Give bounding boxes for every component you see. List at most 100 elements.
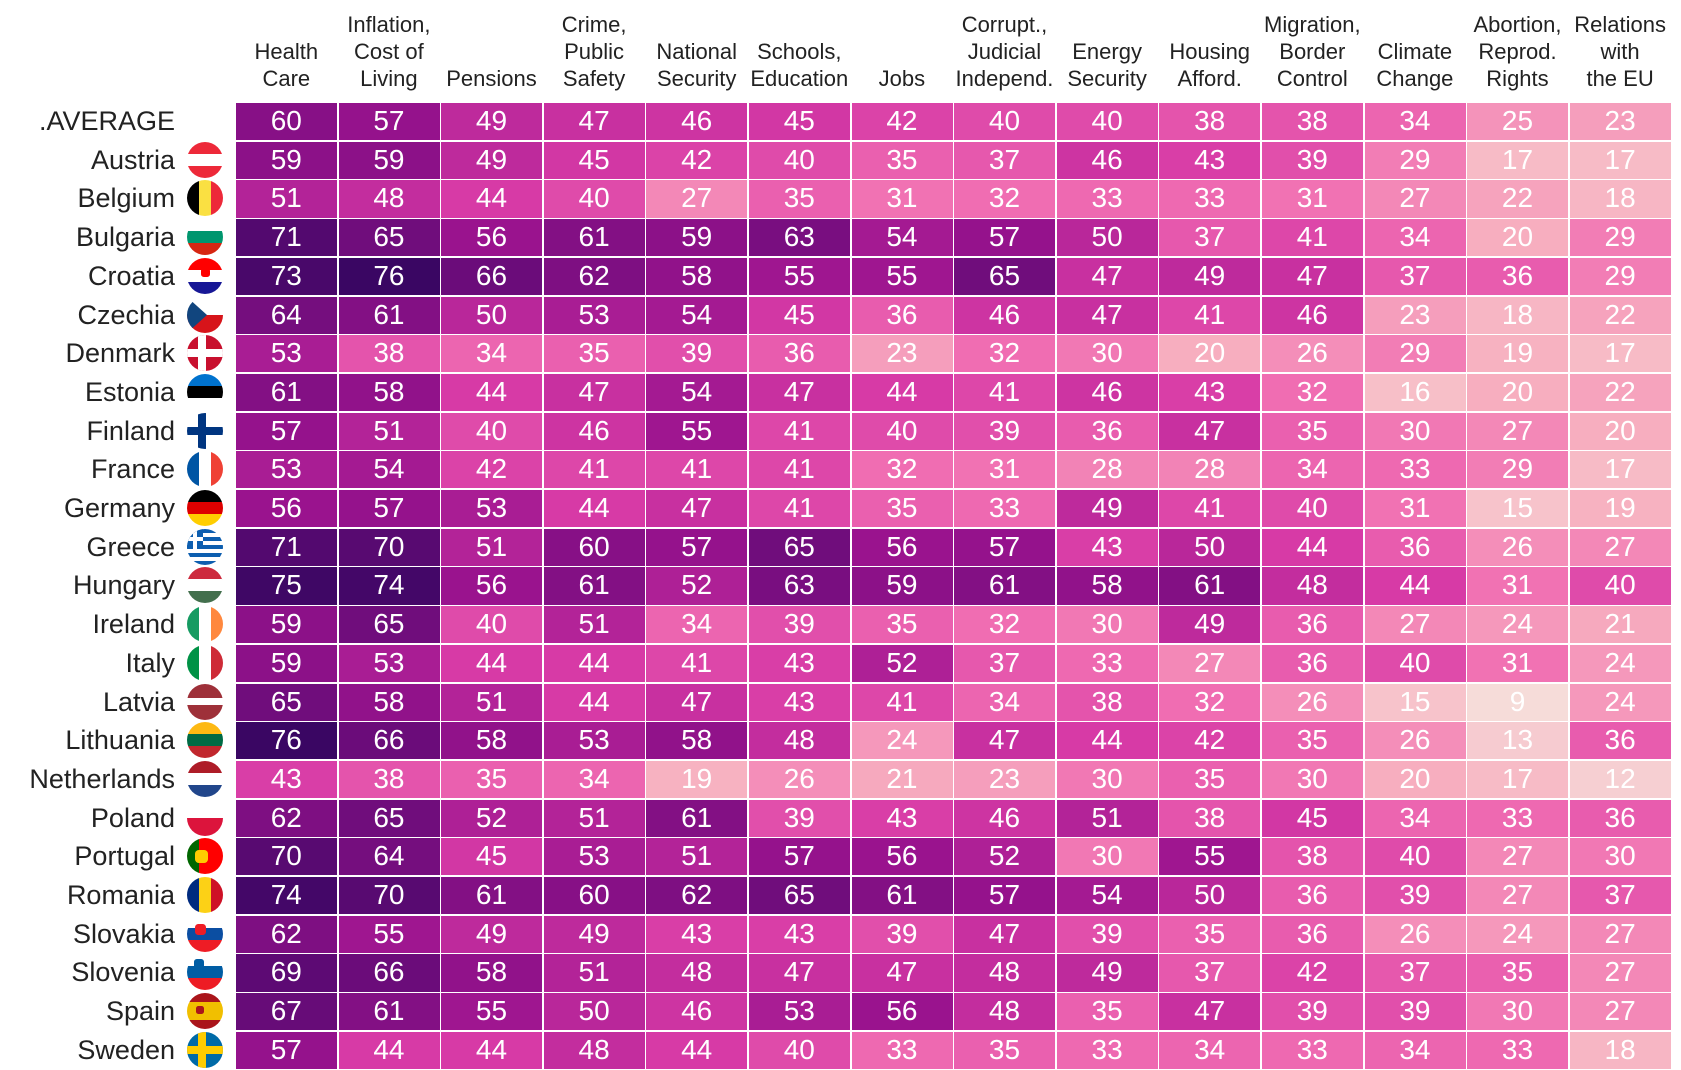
heatmap-cell [1466, 140, 1570, 180]
cell-value-label: 35 [1296, 724, 1328, 756]
row-label: Estonia [84, 376, 175, 407]
heatmap-cell [1055, 876, 1159, 916]
heatmap-cell [1568, 372, 1672, 413]
flag-stripe [187, 219, 223, 232]
flag-stripe [187, 536, 223, 541]
cell-value-label: 48 [1296, 569, 1328, 601]
cell-value-label: 51 [1091, 801, 1123, 833]
heatmap-cell [1363, 450, 1467, 490]
heatmap-cell [850, 566, 954, 606]
heatmap-cell [1363, 256, 1467, 296]
cell-value-label: 48 [373, 182, 405, 214]
heatmap-cell [235, 992, 339, 1032]
cell-value-label: 13 [1501, 724, 1534, 756]
column-header-line: Housing [1169, 39, 1251, 64]
cell-value-label: 19 [681, 762, 713, 794]
cell-value-label: 31 [1501, 646, 1534, 678]
flag-stripe [187, 993, 223, 1003]
cell-value-label: 56 [270, 492, 302, 523]
heatmap-cell [1568, 527, 1672, 567]
column-header-line: Abortion, [1473, 12, 1562, 37]
cell-value-label: 43 [783, 646, 815, 678]
column-header: Climate Change [1344, 38, 1487, 92]
heatmap-cell [953, 102, 1057, 142]
heatmap-cell [337, 605, 441, 645]
cell-value-label: 61 [578, 569, 610, 601]
column-header-line: Living [360, 66, 418, 91]
row-label: Slovakia [72, 918, 175, 949]
flag-stripe [187, 552, 223, 557]
heatmap-cell [1568, 605, 1672, 645]
flag-stripe [187, 490, 223, 503]
cell-value-label: 41 [681, 453, 713, 485]
cell-value-label: 65 [373, 608, 405, 640]
row-label: Germany [63, 493, 175, 523]
cell-value-label: 15 [1501, 492, 1534, 523]
heatmap-cell [748, 837, 852, 877]
cell-value-label: 44 [373, 1033, 405, 1065]
belgium-flag-icon [187, 180, 223, 217]
cell-value-label: 49 [1194, 608, 1226, 640]
heatmap-cell [748, 256, 852, 296]
heatmap-cell [645, 179, 749, 219]
column-header: Schools, Education [728, 38, 871, 92]
heatmap-cell [953, 140, 1057, 180]
column-header-line: Independ. [955, 66, 1054, 91]
cell-value-label: 41 [1296, 221, 1328, 253]
cell-value-label: 35 [578, 337, 610, 369]
cell-value-label: 50 [578, 995, 610, 1027]
heatmap-cell [1055, 759, 1159, 800]
cell-value-label: 44 [1091, 724, 1123, 756]
cell-value-label: 48 [578, 1033, 610, 1065]
row-label: Hungary [72, 570, 175, 601]
cell-value-label: 45 [783, 105, 815, 136]
cell-value-label: 40 [886, 414, 918, 446]
cell-value-label: 52 [886, 646, 918, 678]
cell-value-label: 40 [578, 182, 610, 214]
heatmap-cell [440, 372, 544, 413]
heatmap-cell [850, 914, 954, 954]
heatmap-cell [748, 605, 852, 645]
cell-value-label: 41 [1194, 298, 1226, 330]
heatmap-cell [542, 179, 646, 219]
cell-value-label: 76 [270, 724, 302, 756]
heatmap-cell [1261, 527, 1365, 567]
cell-value-label: 9 [1509, 685, 1526, 717]
heatmap-cell [440, 914, 544, 954]
cell-value-label: 29 [1604, 221, 1636, 253]
slovakia-flag-icon [187, 915, 223, 952]
flag-stripe [187, 540, 223, 545]
heatmap-cell [337, 411, 441, 451]
heatmap-cell [1466, 489, 1570, 529]
column-header-line: Control [1276, 66, 1348, 91]
cell-value-label: 34 [681, 608, 713, 640]
heatmap-cell [1363, 218, 1467, 258]
heatmap-cell [235, 798, 339, 838]
heatmap-cell [953, 876, 1057, 916]
heatmap-cell [1466, 334, 1570, 374]
netherlands-flag-icon [187, 760, 223, 797]
cell-value-label: 38 [373, 762, 405, 794]
cell-value-label: 40 [783, 143, 815, 175]
cell-value-label: 41 [681, 646, 713, 678]
heatmap-cell [1466, 102, 1570, 142]
cell-value-label: 51 [270, 182, 302, 214]
flag-stripe [211, 877, 223, 913]
heatmap-cell [337, 218, 441, 258]
cell-value-label: 49 [475, 917, 508, 949]
heatmap-cell [1363, 527, 1467, 567]
column-header: Relations with the EU [1549, 11, 1681, 92]
heatmap-cell [1363, 759, 1467, 800]
cell-value-label: 31 [1296, 182, 1328, 214]
ireland-flag-icon [187, 606, 223, 643]
cell-value-label: 27 [1399, 608, 1431, 640]
cell-value-label: 53 [270, 453, 302, 485]
cell-value-label: 33 [1091, 182, 1123, 214]
cell-value-label: 65 [270, 685, 302, 717]
heatmap-cell [1158, 102, 1262, 142]
heatmap-cell [748, 643, 852, 683]
heatmap-cell [1466, 759, 1570, 800]
cell-value-label: 59 [270, 608, 302, 640]
cell-value-label: 31 [988, 453, 1021, 485]
heatmap-cell [748, 372, 852, 413]
